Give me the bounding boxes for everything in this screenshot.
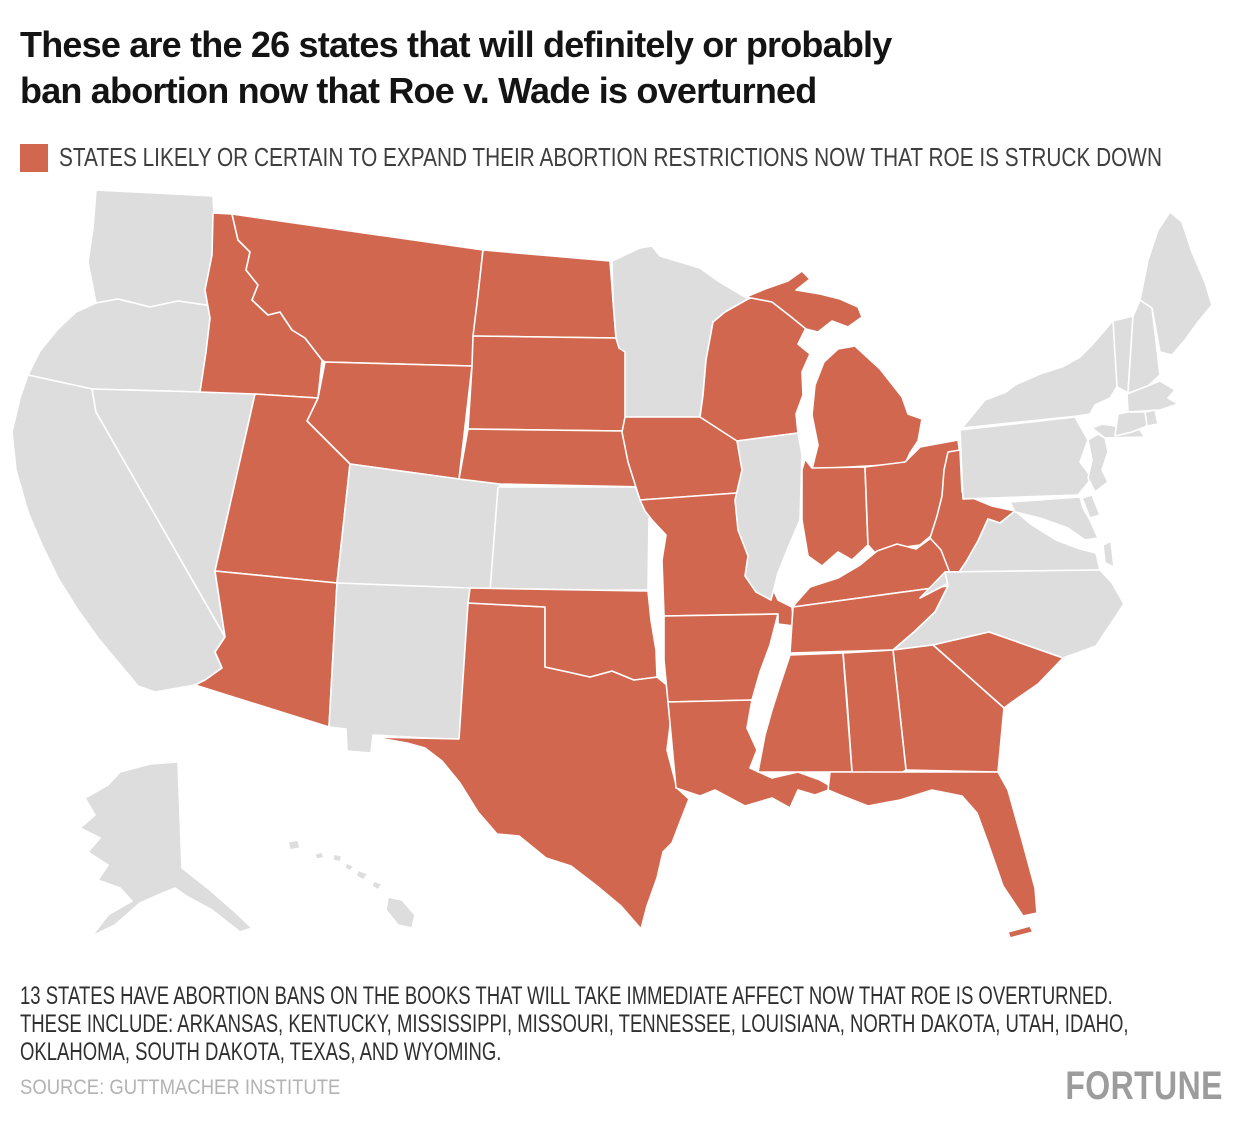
state-maine (1139, 211, 1213, 356)
state-north-dakota (472, 249, 617, 339)
legend-swatch-icon (20, 143, 48, 172)
state-new-york (961, 319, 1121, 429)
footnote-line-3: OKLAHOMA, SOUTH DAKOTA, TEXAS, AND WYOMI… (20, 1038, 502, 1066)
state-delaware (1081, 494, 1101, 519)
footnote-line-2: THESE INCLUDE: ARKANSAS, KENTUCKY, MISSI… (20, 1010, 1129, 1038)
state-arkansas (663, 613, 779, 703)
legend: STATES LIKELY OR CERTAIN TO EXPAND THEIR… (20, 142, 1240, 173)
state-michigan-upper-peninsula (745, 270, 863, 333)
source-credit: SOURCE: GUTTMACHER INSTITUTE (20, 1076, 341, 1099)
state-mississippi (757, 652, 853, 773)
fortune-logo: FORTUNE (1065, 1064, 1223, 1108)
footnote: 13 STATES HAVE ABORTION BANS ON THE BOOK… (20, 982, 1240, 1066)
state-hawaii-molokai (344, 862, 355, 872)
state-colorado (336, 463, 501, 593)
state-pennsylvania (959, 416, 1093, 500)
page-title-line-2: ban abortion now that Roe v. Wade is ove… (20, 70, 817, 111)
state-florida (827, 771, 1038, 917)
state-kansas (489, 486, 655, 592)
state-illinois (734, 432, 803, 601)
state-washington (87, 189, 220, 308)
state-virginia (919, 510, 1101, 599)
state-florida-keys (1007, 925, 1034, 939)
state-oregon (27, 298, 222, 393)
state-louisiana (667, 699, 835, 809)
state-hawaii-maui (355, 869, 369, 881)
footnote-line-1: 13 STATES HAVE ABORTION BANS ON THE BOOK… (20, 982, 1113, 1010)
state-hawaii-niihau (287, 839, 301, 851)
state-oklahoma (467, 587, 658, 681)
state-alaska (79, 761, 253, 937)
state-hawaii-oahu (332, 853, 343, 863)
legend-label: STATES LIKELY OR CERTAIN TO EXPAND THEIR… (59, 142, 1162, 172)
state-connecticut (1114, 411, 1148, 437)
state-new-jersey (1087, 433, 1109, 493)
state-south-dakota (467, 335, 628, 432)
page-title: These are the 26 states that will defini… (20, 22, 1220, 114)
state-maryland (1009, 496, 1099, 541)
page-title-line-1: These are the 26 states that will defini… (20, 24, 892, 65)
state-hawaii-kauai (314, 851, 325, 860)
state-hawaii-big-island (385, 896, 416, 929)
state-indiana (801, 458, 869, 567)
state-new-mexico (328, 582, 471, 754)
state-hawaii-lanai (371, 880, 383, 891)
us-choropleth-map (0, 175, 1240, 975)
state-michigan (811, 345, 923, 470)
state-virginia-eastern-shore (1102, 540, 1115, 568)
